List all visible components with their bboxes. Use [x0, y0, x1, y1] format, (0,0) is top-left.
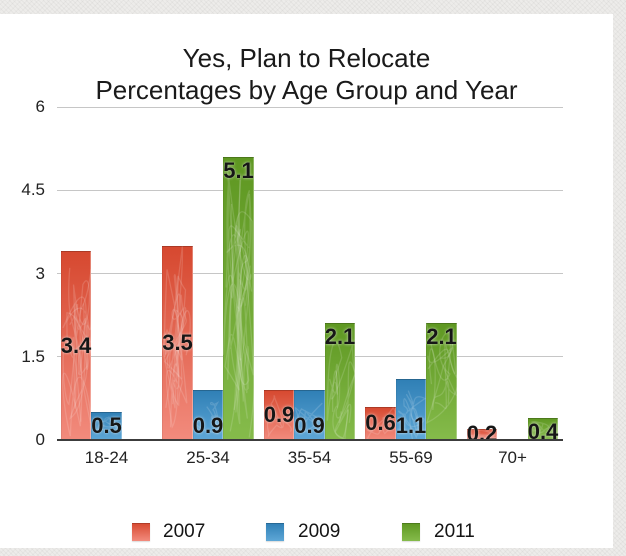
- legend-label-2011: 2011: [434, 521, 475, 542]
- bar-2007-55-69: 0.6: [365, 406, 396, 440]
- bar-value-label: 3.5: [162, 329, 193, 355]
- bar-2009-25-34: 0.9: [192, 390, 224, 440]
- bar-texture: [223, 164, 254, 438]
- legend-label-2009: 2009: [298, 521, 341, 542]
- bar-2007-35-54: 0.9: [263, 390, 295, 440]
- legend-swatch-2007: [132, 523, 150, 541]
- slide-canvas: [0, 14, 613, 548]
- bar-2011-25-34: 5.1: [223, 156, 254, 440]
- bar-value-label: 0.9: [294, 412, 325, 438]
- bar-value-label: 0.6: [365, 410, 396, 436]
- chart-title: Yes, Plan to Relocate Percentages by Age…: [0, 42, 613, 106]
- bar-value-label: 5.1: [223, 157, 254, 183]
- bar-value-label: 2.1: [426, 324, 457, 350]
- bar-value-label: 0.9: [192, 412, 224, 438]
- gridline: [57, 356, 563, 358]
- y-axis-tick-label: 4.5: [21, 180, 45, 200]
- bar-2009-55-69: 1.1: [395, 378, 427, 440]
- bar-value-label: 0.5: [91, 413, 122, 438]
- bar-value-label: 3.4: [60, 332, 92, 358]
- x-axis-line: [57, 439, 563, 441]
- bar-2009-35-54: 0.9: [294, 390, 325, 440]
- bar-2011-35-54: 2.1: [324, 323, 356, 440]
- y-axis-tick-label: 3: [35, 263, 45, 283]
- y-axis-tick-label: 0: [35, 430, 45, 449]
- x-axis-category-label: 55-69: [389, 448, 433, 467]
- gridline: [57, 106, 563, 108]
- bar-2011-55-69: 2.1: [426, 323, 457, 440]
- legend-swatch-2009: [266, 523, 284, 541]
- bar-2009-18-24: 0.5: [91, 412, 122, 440]
- bar-2011-70+: 0.4: [528, 417, 558, 444]
- bar-2007-18-24: 3.4: [60, 251, 92, 440]
- x-axis-category-label: 35-54: [287, 448, 332, 467]
- chart-title-line-2: Percentages by Age Group and Year: [95, 75, 518, 105]
- legend-label-2007: 2007: [163, 521, 206, 542]
- x-axis-category-label: 25-34: [186, 448, 230, 467]
- x-axis-category-label: 18-24: [84, 448, 129, 467]
- x-axis-category-label: 70+: [498, 448, 527, 467]
- chart-title-line-1: Yes, Plan to Relocate: [182, 43, 431, 73]
- y-axis-tick-label: 6: [35, 97, 45, 116]
- bar-2007-25-34: 3.5: [162, 245, 193, 440]
- y-axis-tick-label: 1.5: [21, 346, 45, 366]
- gridline: [57, 273, 563, 274]
- gridline: [57, 189, 563, 191]
- bar-value-label: 0.9: [263, 402, 295, 428]
- bar-value-label: 1.1: [395, 412, 427, 438]
- bar-value-label: 0.2: [466, 421, 498, 447]
- bar-value-label: 2.1: [324, 324, 356, 350]
- legend-swatch-2011: [402, 523, 420, 541]
